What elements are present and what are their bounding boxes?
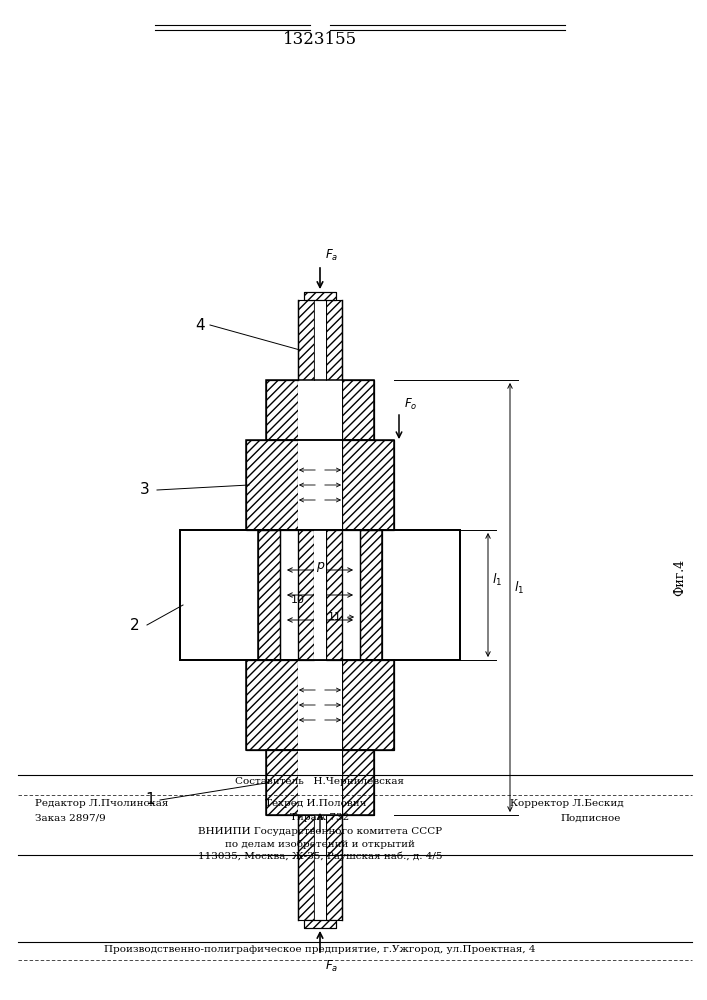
Bar xyxy=(342,380,374,440)
Bar xyxy=(326,815,342,920)
Bar xyxy=(342,440,394,530)
Text: $F_a$: $F_a$ xyxy=(325,959,338,974)
Text: $l_1$: $l_1$ xyxy=(514,579,524,596)
Text: 10: 10 xyxy=(291,595,305,605)
Bar xyxy=(360,530,382,660)
Text: 1: 1 xyxy=(145,792,155,808)
Text: по делам изобретений и открытий: по делам изобретений и открытий xyxy=(225,839,415,849)
Bar xyxy=(298,530,314,660)
Text: 2: 2 xyxy=(130,617,140,633)
Bar xyxy=(326,300,342,380)
Text: p: p xyxy=(316,558,324,572)
Bar xyxy=(298,380,342,440)
Bar xyxy=(266,750,298,815)
Text: 11: 11 xyxy=(328,612,342,622)
Bar xyxy=(298,750,342,815)
Text: $F_a$: $F_a$ xyxy=(325,248,338,263)
Text: Составитель   Н.Чернилевская: Составитель Н.Чернилевская xyxy=(235,778,404,786)
Bar xyxy=(298,440,342,530)
Text: 1323155: 1323155 xyxy=(283,31,357,48)
Bar xyxy=(266,750,374,815)
Text: Производственно-полиграфическое предприятие, г.Ужгород, ул.Проектная, 4: Производственно-полиграфическое предприя… xyxy=(104,946,536,954)
Bar xyxy=(304,292,336,300)
Bar xyxy=(314,300,326,380)
Bar xyxy=(246,440,298,530)
Text: 3: 3 xyxy=(140,483,150,497)
Bar xyxy=(246,660,394,750)
Text: Фиг.4: Фиг.4 xyxy=(674,559,686,596)
Text: $F_o$: $F_o$ xyxy=(404,397,417,412)
Bar xyxy=(258,530,280,660)
Bar xyxy=(342,660,394,750)
Bar xyxy=(298,815,314,920)
Text: $l_1$: $l_1$ xyxy=(492,572,502,588)
Bar xyxy=(298,300,314,380)
Text: 113035, Москва, Ж-35, Раушская наб., д. 4/5: 113035, Москва, Ж-35, Раушская наб., д. … xyxy=(198,851,443,861)
Bar xyxy=(342,750,374,815)
Text: Корректор Л.Бескид: Корректор Л.Бескид xyxy=(510,800,624,808)
Bar xyxy=(304,920,336,928)
Bar xyxy=(304,292,336,300)
Bar xyxy=(314,815,326,920)
Text: Заказ 2897/9: Заказ 2897/9 xyxy=(35,814,106,822)
Text: 4: 4 xyxy=(195,318,205,332)
Bar xyxy=(246,440,394,530)
Bar xyxy=(180,530,460,660)
Bar xyxy=(266,380,374,440)
Text: Тираж 732: Тираж 732 xyxy=(291,814,350,822)
Bar xyxy=(314,530,326,660)
Bar xyxy=(246,660,298,750)
Bar xyxy=(304,920,336,928)
Bar xyxy=(266,380,298,440)
Text: ВНИИПИ Государственного комитета СССР: ВНИИПИ Государственного комитета СССР xyxy=(198,828,442,836)
Bar xyxy=(258,530,382,660)
Bar xyxy=(180,530,460,660)
Text: Техред И.Полович: Техред И.Полович xyxy=(265,800,366,808)
Text: Подписное: Подписное xyxy=(560,814,620,822)
Bar xyxy=(298,660,342,750)
Text: Редактор Л.Пчолинская: Редактор Л.Пчолинская xyxy=(35,800,168,808)
Bar xyxy=(326,530,342,660)
